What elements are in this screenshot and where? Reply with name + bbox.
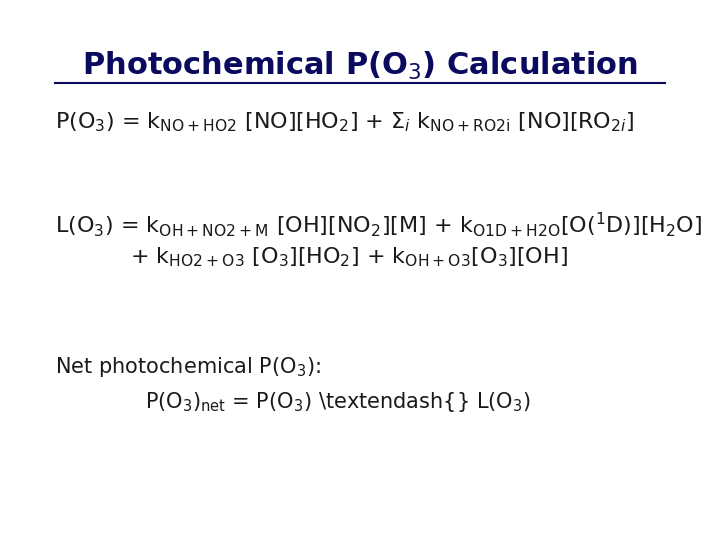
Text: L(O$_3$) = k$_{\mathsf{OH+NO2+M}}$ [OH][NO$_2$][M] + k$_{\mathsf{O1D+H2O}}$[O($^: L(O$_3$) = k$_{\mathsf{OH+NO2+M}}$ [OH][… bbox=[55, 210, 702, 239]
Text: + k$_{\mathsf{HO2+O3}}$ [O$_3$][HO$_2$] + k$_{\mathsf{OH+O3}}$[O$_3$][OH]: + k$_{\mathsf{HO2+O3}}$ [O$_3$][HO$_2$] … bbox=[130, 245, 568, 268]
Text: P(O$_3$)$_{\mathsf{net}}$ = P(O$_3$) \textendash{} L(O$_3$): P(O$_3$)$_{\mathsf{net}}$ = P(O$_3$) \te… bbox=[145, 390, 531, 414]
Text: Photochemical P(O$_3$) Calculation: Photochemical P(O$_3$) Calculation bbox=[82, 50, 638, 82]
Text: Net photochemical P(O$_3$):: Net photochemical P(O$_3$): bbox=[55, 355, 321, 379]
Text: P(O$_3$) = k$_{\mathsf{NO+HO2}}$ [NO][HO$_2$] + $\Sigma_i$ k$_{\mathsf{NO+RO2i}}: P(O$_3$) = k$_{\mathsf{NO+HO2}}$ [NO][HO… bbox=[55, 110, 634, 133]
